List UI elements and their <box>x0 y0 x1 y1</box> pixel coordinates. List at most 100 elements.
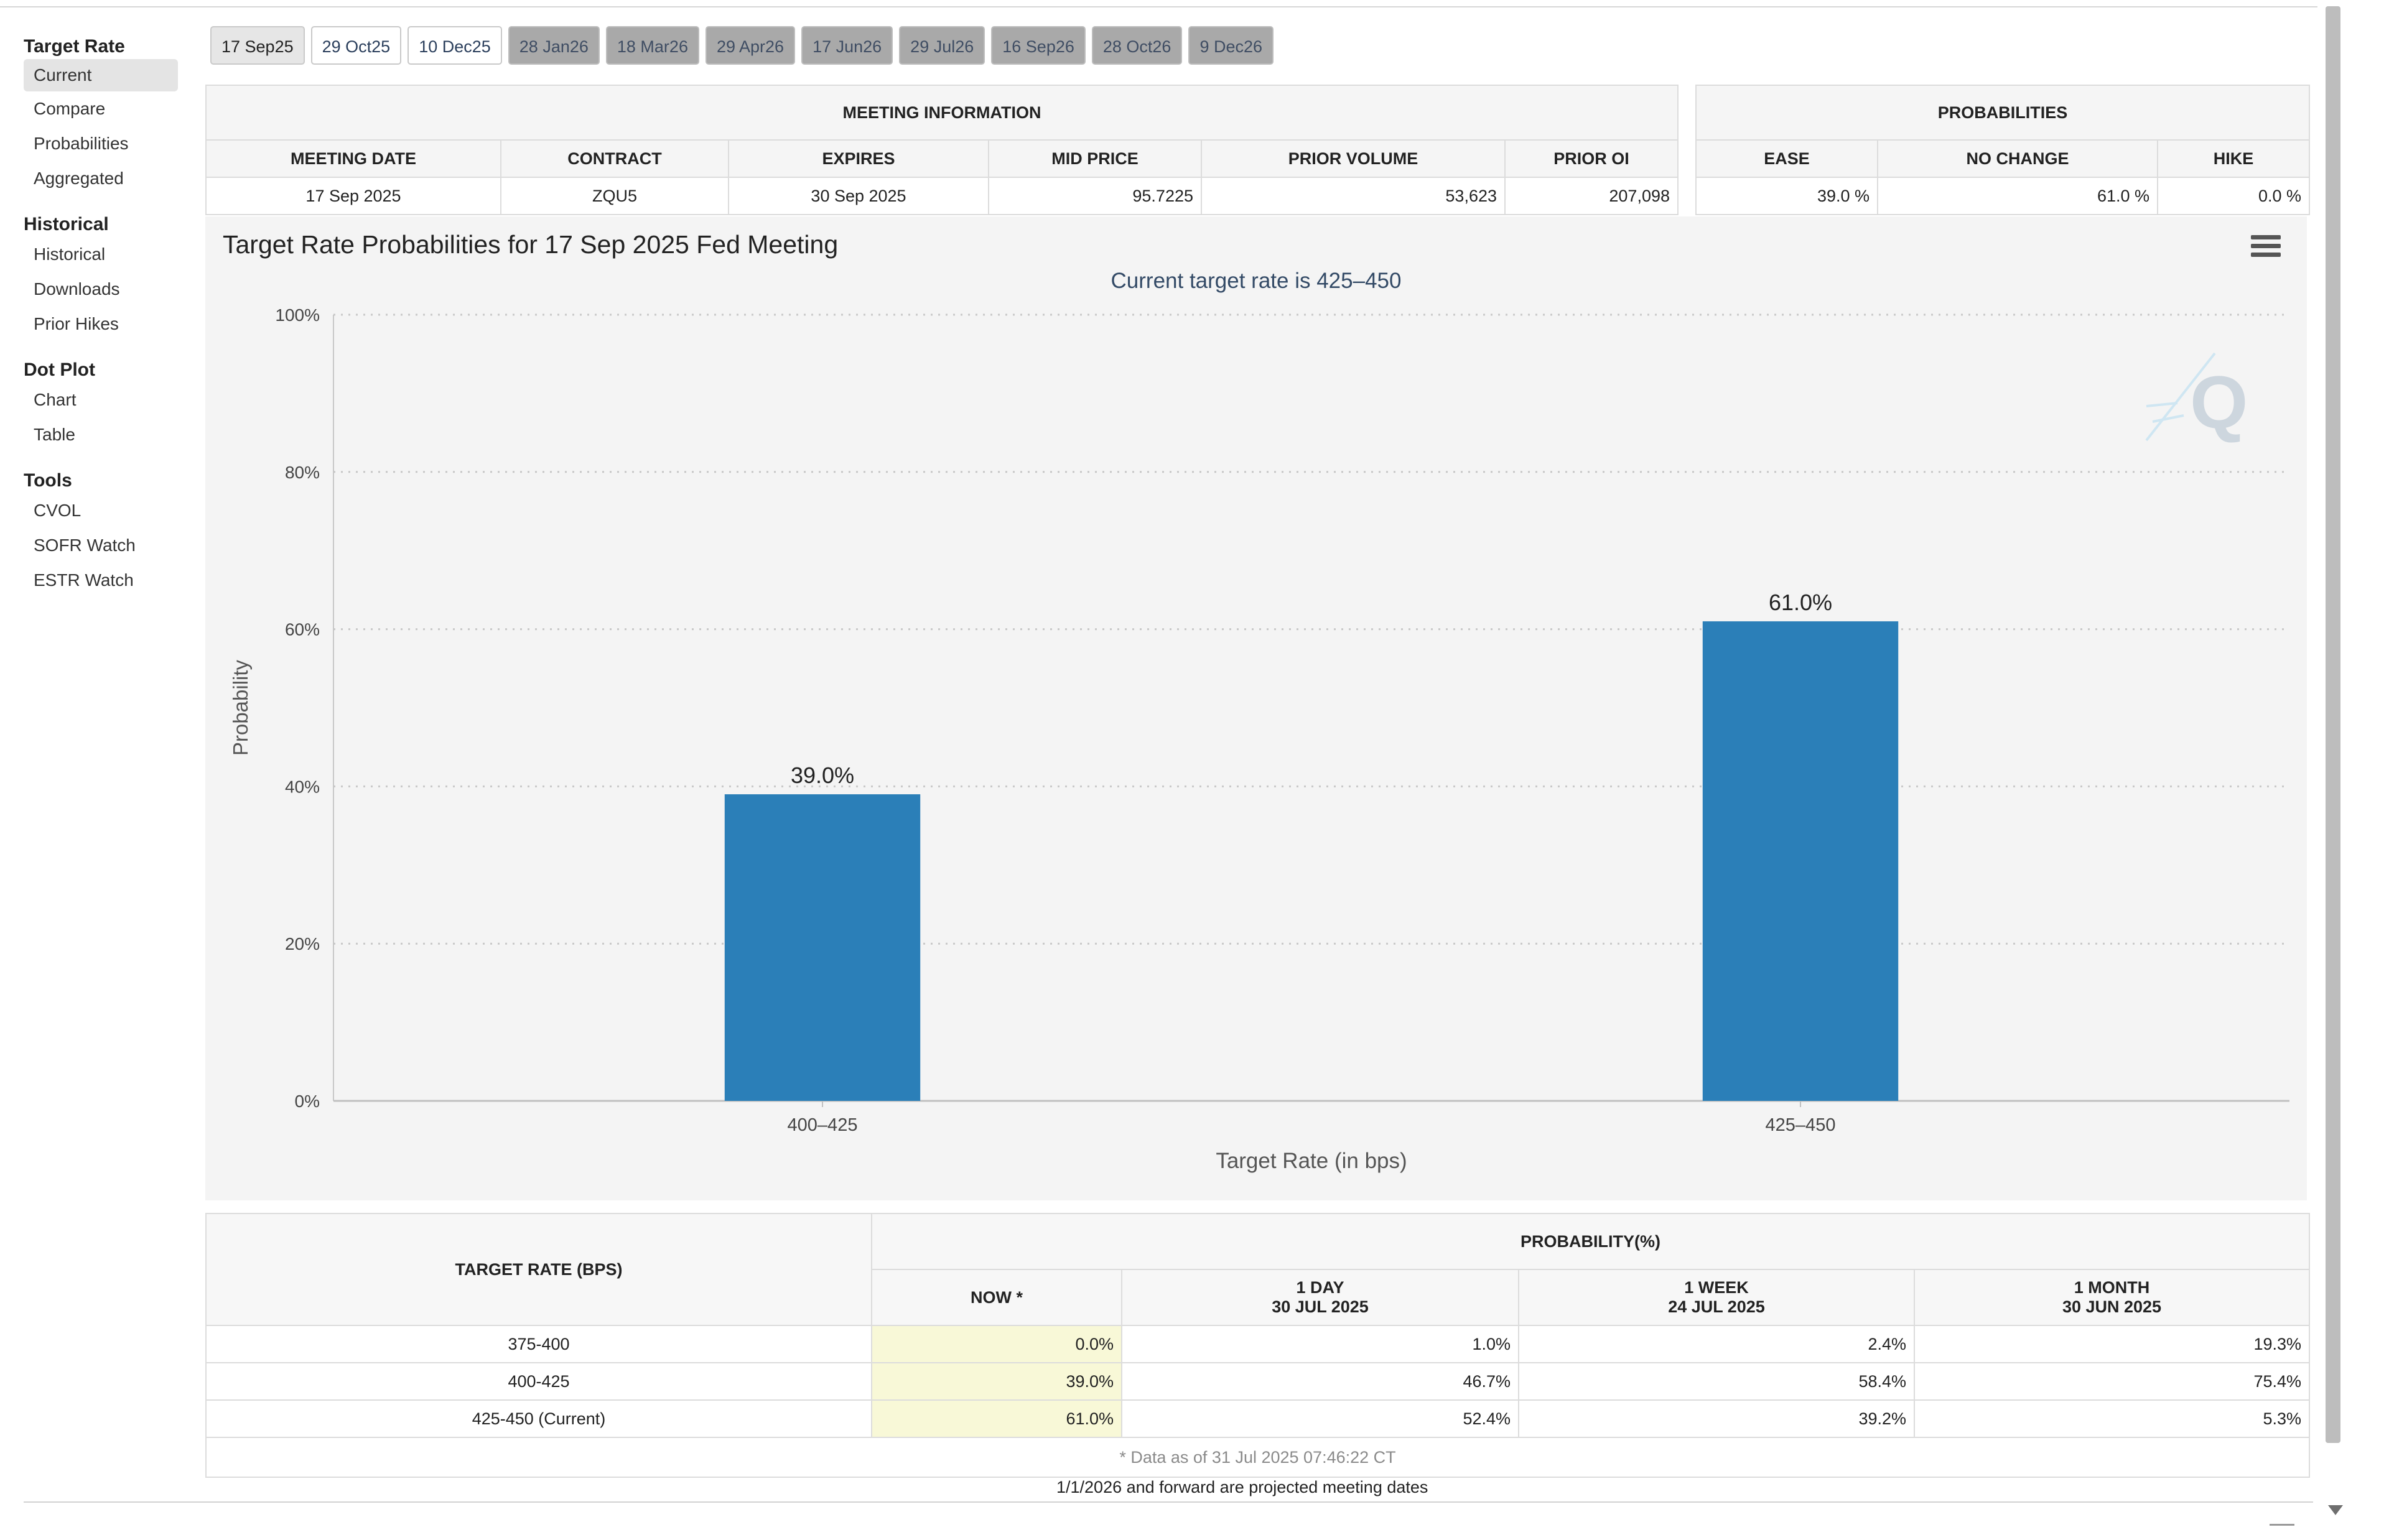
sidebar-item-sofr-watch[interactable]: SOFR Watch <box>34 536 136 555</box>
sidebar-heading: Tools <box>24 470 72 491</box>
sidebar-heading: Dot Plot <box>24 359 95 380</box>
x-tick-label: 400–425 <box>788 1115 858 1135</box>
sidebar-item-estr-watch[interactable]: ESTR Watch <box>34 570 134 590</box>
tab-meeting-projected[interactable]: 28 Jan26 <box>508 26 600 65</box>
tab-meeting-projected[interactable]: 29 Jul26 <box>899 26 985 65</box>
resize-handle[interactable] <box>2270 1524 2294 1526</box>
column-header: MEETING DATE <box>205 139 501 178</box>
column-header: NO CHANGE <box>1877 139 2158 178</box>
column-header: HIKE <box>2157 139 2310 178</box>
data-label: 39.0% <box>791 763 854 788</box>
sidebar-item-current[interactable]: Current <box>24 59 178 91</box>
column-header: MID PRICE <box>988 139 1202 178</box>
meeting-information-table: MEETING INFORMATION MEETING DATE CONTRAC… <box>205 85 1679 215</box>
column-header-1-week: 1 WEEK 24 JUL 2025 <box>1518 1269 1915 1326</box>
sidebar-item-downloads[interactable]: Downloads <box>34 279 120 299</box>
y-tick-label: 100% <box>275 305 320 325</box>
svg-text:Q: Q <box>2190 361 2248 444</box>
one-month-cell: 19.3% <box>1914 1325 2310 1363</box>
column-header-now: NOW * <box>871 1269 1122 1326</box>
sidebar-item-chart[interactable]: Chart <box>34 390 77 409</box>
probability-header: PROBABILITY(%) <box>871 1213 2310 1270</box>
sidebar-heading: Historical <box>24 214 109 234</box>
data-timestamp-footnote: * Data as of 31 Jul 2025 07:46:22 CT <box>205 1437 2310 1478</box>
tab-meeting-projected[interactable]: 29 Apr26 <box>705 26 796 65</box>
sidebar-group-target-rate: Target Rate Current Compare Probabilitie… <box>24 34 192 196</box>
chart-panel: 0% 20% 40% 60% 80% 100% 39.0% 400–425 61.0% 425–4… <box>205 216 2307 1200</box>
one-week-cell: 39.2% <box>1518 1399 1915 1438</box>
x-tick-label: 425–450 <box>1766 1115 1836 1135</box>
contract-value: ZQU5 <box>500 177 729 215</box>
sidebar: Target Rate Current Compare Probabilitie… <box>24 34 192 614</box>
meeting-tabs: 17 Sep25 29 Oct25 10 Dec25 28 Jan26 18 M… <box>210 26 1274 68</box>
tab-meeting[interactable]: 29 Oct25 <box>310 26 402 65</box>
chart-bars <box>724 621 1899 1101</box>
bar <box>724 794 921 1101</box>
column-header: CONTRACT <box>500 139 729 178</box>
one-day-cell: 46.7% <box>1121 1362 1519 1401</box>
sidebar-heading: Target Rate <box>24 36 125 57</box>
tab-meeting-projected[interactable]: 17 Jun26 <box>801 26 893 65</box>
probability-bar-chart: 0% 20% 40% 60% 80% 100% 39.0% 400–425 61.0% 425–4… <box>229 305 2289 1173</box>
tab-meeting-projected[interactable]: 18 Mar26 <box>605 26 699 65</box>
sidebar-item-historical[interactable]: Historical <box>34 244 106 264</box>
vertical-scrollbar[interactable] <box>2326 6 2340 1443</box>
sidebar-group-tools: Tools CVOL SOFR Watch ESTR Watch <box>24 468 192 598</box>
sidebar-item-compare[interactable]: Compare <box>34 99 106 118</box>
one-week-cell: 2.4% <box>1518 1325 1915 1363</box>
target-rate-header: TARGET RATE (BPS) <box>205 1213 872 1326</box>
expires-value: 30 Sep 2025 <box>728 177 989 215</box>
meeting-date-value: 17 Sep 2025 <box>205 177 501 215</box>
target-rate-cell: 400-425 <box>205 1362 872 1401</box>
tab-meeting-projected[interactable]: 9 Dec26 <box>1188 26 1274 65</box>
sidebar-item-cvol[interactable]: CVOL <box>34 501 81 520</box>
y-tick-label: 80% <box>285 463 320 482</box>
top-divider <box>0 6 2317 7</box>
now-cell: 39.0% <box>871 1362 1122 1401</box>
column-header-1-day: 1 DAY 30 JUL 2025 <box>1121 1269 1519 1326</box>
y-axis-title: Probability <box>229 659 252 756</box>
one-month-cell: 5.3% <box>1914 1399 2310 1438</box>
probabilities-title: PROBABILITIES <box>1695 85 2310 141</box>
q-logo-icon: Q <box>2145 352 2248 444</box>
chart-axes <box>333 315 2289 1107</box>
sidebar-group-historical: Historical Historical Downloads Prior Hi… <box>24 212 192 341</box>
now-cell: 61.0% <box>871 1399 1122 1438</box>
scroll-down-arrow-icon[interactable] <box>2328 1505 2343 1515</box>
tab-meeting[interactable]: 10 Dec25 <box>407 26 502 65</box>
sidebar-group-dot-plot: Dot Plot Chart Table <box>24 358 192 452</box>
column-header: PRIOR VOLUME <box>1201 139 1506 178</box>
prior-volume-value: 53,623 <box>1201 177 1506 215</box>
sidebar-item-probabilities[interactable]: Probabilities <box>34 134 129 153</box>
column-header: PRIOR OI <box>1504 139 1679 178</box>
column-header: EASE <box>1695 139 1878 178</box>
sidebar-item-table[interactable]: Table <box>34 425 75 444</box>
meeting-information-title: MEETING INFORMATION <box>205 85 1679 141</box>
y-tick-label: 60% <box>285 620 320 639</box>
no-change-value: 61.0 % <box>1877 177 2158 215</box>
bar <box>1702 621 1899 1101</box>
chart-labels: 0% 20% 40% 60% 80% 100% 39.0% 400–425 61.0% 425–4… <box>275 305 1835 1135</box>
probabilities-table: PROBABILITIES EASE NO CHANGE HIKE 39.0 %… <box>1695 85 2310 215</box>
tab-meeting-projected[interactable]: 28 Oct26 <box>1091 26 1183 65</box>
x-axis-title: Target Rate (in bps) <box>1216 1149 1407 1173</box>
data-label: 61.0% <box>1769 590 1832 615</box>
projected-dates-note: 1/1/2026 and forward are projected meeti… <box>1056 1478 1428 1496</box>
one-month-cell: 75.4% <box>1914 1362 2310 1401</box>
y-tick-label: 40% <box>285 777 320 796</box>
tab-meeting-projected[interactable]: 16 Sep26 <box>991 26 1086 65</box>
one-week-cell: 58.4% <box>1518 1362 1915 1401</box>
chart-title: Target Rate Probabilities for 17 Sep 202… <box>223 230 839 259</box>
hamburger-menu-icon[interactable] <box>2251 235 2281 260</box>
now-cell: 0.0% <box>871 1325 1122 1363</box>
y-tick-label: 20% <box>285 934 320 953</box>
sidebar-item-aggregated[interactable]: Aggregated <box>34 169 124 188</box>
tab-meeting[interactable]: 17 Sep25 <box>210 26 305 65</box>
sidebar-item-prior-hikes[interactable]: Prior Hikes <box>34 314 119 333</box>
hike-value: 0.0 % <box>2157 177 2310 215</box>
bottom-divider <box>24 1501 2313 1503</box>
target-rate-cell: 375-400 <box>205 1325 872 1363</box>
ease-value: 39.0 % <box>1695 177 1878 215</box>
mid-price-value: 95.7225 <box>988 177 1202 215</box>
y-tick-label: 0% <box>295 1092 320 1111</box>
